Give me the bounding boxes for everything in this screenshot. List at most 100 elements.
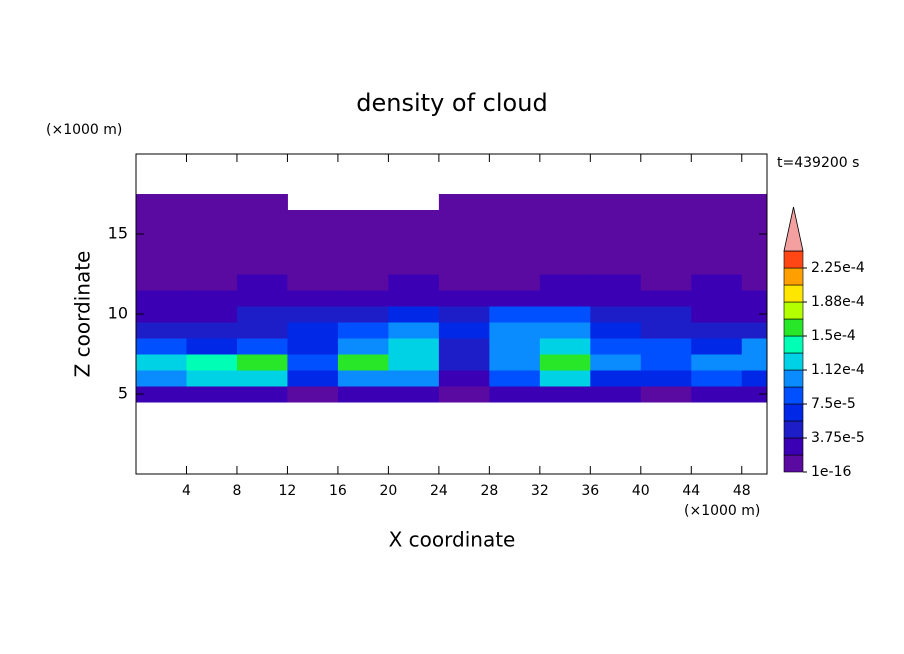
x-tick-label: 4 — [182, 483, 191, 499]
contour-cell — [186, 258, 238, 275]
contour-cell — [489, 290, 541, 307]
contour-cell — [590, 386, 642, 403]
contour-cell — [388, 386, 440, 403]
x-unit: (×1000 m) — [684, 503, 760, 519]
contour-cell — [287, 370, 339, 387]
contour-cell — [388, 322, 440, 339]
contour-cell — [136, 322, 187, 339]
contour-cell — [186, 290, 238, 307]
contour-cell — [691, 274, 743, 291]
contour-cell — [590, 290, 642, 307]
contour-cell — [640, 322, 692, 339]
contour-cell — [136, 354, 187, 371]
contour-cell — [489, 306, 541, 323]
contour-cell — [136, 338, 187, 355]
colorbar-tick-label: 1.5e-4 — [811, 328, 856, 344]
contour-cell — [590, 242, 642, 259]
contour-cell — [640, 370, 692, 387]
contour-cell — [236, 210, 288, 227]
contour-cell — [438, 258, 490, 275]
contour-cell — [489, 354, 541, 371]
contour-cell — [337, 386, 389, 403]
contour-cell — [388, 338, 440, 355]
contour-cell — [186, 226, 238, 243]
contour-cell — [691, 354, 743, 371]
colorbar-band — [783, 403, 804, 422]
colorbar-tick-label: 1e-16 — [811, 464, 851, 480]
contour-cell — [640, 274, 692, 291]
colorbar-band — [783, 369, 804, 388]
colorbar-tick-label: 1.12e-4 — [811, 362, 865, 378]
contour-cell — [287, 242, 339, 259]
contour-cell — [590, 338, 642, 355]
contour-cell — [539, 242, 591, 259]
contour-cell — [236, 386, 288, 403]
contour-cell — [236, 322, 288, 339]
contour-cell — [691, 322, 743, 339]
contour-cell — [640, 210, 692, 227]
contour-cell — [489, 210, 541, 227]
contour-cell — [489, 274, 541, 291]
contour-cell — [539, 226, 591, 243]
colorbar-band — [783, 301, 804, 320]
contour-cell — [539, 370, 591, 387]
contour-cell — [590, 322, 642, 339]
contour-cell — [741, 322, 768, 339]
contour-cell — [337, 306, 389, 323]
contour-cell — [438, 210, 490, 227]
contour-cell — [287, 258, 339, 275]
contour-cell — [539, 194, 591, 211]
contour-cell — [388, 290, 440, 307]
colorbar-band — [783, 454, 804, 473]
contour-cell — [236, 242, 288, 259]
contour-cell — [136, 290, 187, 307]
colorbar-band — [783, 386, 804, 405]
contour-cell — [741, 370, 768, 387]
contour-cell — [640, 306, 692, 323]
colorbar-band — [783, 267, 804, 286]
x-tick-label: 40 — [632, 483, 650, 499]
contour-cell — [590, 194, 642, 211]
contour-cell — [640, 242, 692, 259]
contour-cell — [337, 258, 389, 275]
contour-cell — [236, 306, 288, 323]
contour-cell — [136, 274, 187, 291]
contour-cell — [337, 274, 389, 291]
contour-cell — [691, 386, 743, 403]
contour-cell — [287, 274, 339, 291]
contour-cell — [741, 242, 768, 259]
contour-cell — [691, 370, 743, 387]
colorbar-band — [783, 352, 804, 371]
contour-cell — [640, 338, 692, 355]
x-tick-label: 48 — [733, 483, 751, 499]
contour-cell — [388, 242, 440, 259]
x-tick-label: 28 — [480, 483, 498, 499]
colorbar-band — [783, 420, 804, 439]
contour-cell — [691, 194, 743, 211]
contour-cell — [438, 370, 490, 387]
contour-cell — [337, 290, 389, 307]
contour-cell — [590, 354, 642, 371]
colorbar-band — [783, 284, 804, 303]
contour-cell — [640, 386, 692, 403]
contour-cell — [489, 338, 541, 355]
contour-cell — [640, 226, 692, 243]
contour-cell — [236, 370, 288, 387]
chart-title: density of cloud — [356, 89, 547, 117]
x-tick-label: 12 — [279, 483, 297, 499]
contour-cell — [186, 194, 238, 211]
contour-cell — [590, 226, 642, 243]
contour-cell — [590, 370, 642, 387]
contour-cell — [590, 210, 642, 227]
contour-cell — [136, 210, 187, 227]
contour-cell — [539, 274, 591, 291]
contour-cell — [741, 194, 768, 211]
contour-cell — [186, 386, 238, 403]
contour-cell — [539, 306, 591, 323]
contour-cell — [438, 242, 490, 259]
contour-cell — [287, 338, 339, 355]
contour-cell — [741, 226, 768, 243]
contour-cell — [590, 258, 642, 275]
